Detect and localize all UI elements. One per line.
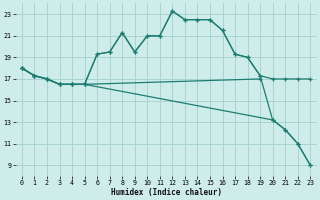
X-axis label: Humidex (Indice chaleur): Humidex (Indice chaleur) [111, 188, 221, 197]
